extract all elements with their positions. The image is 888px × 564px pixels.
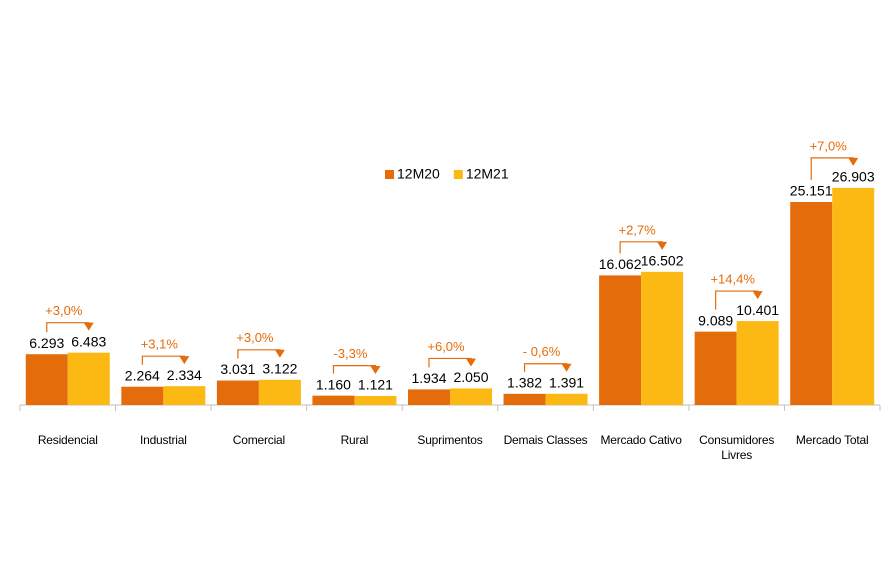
value-label: 2.264 <box>125 367 160 383</box>
x-tick-label: Mercado Cativo <box>600 433 682 447</box>
legend-label: 12M20 <box>397 166 440 182</box>
bar <box>312 395 355 405</box>
change-arrow <box>83 322 94 331</box>
value-label: 16.062 <box>599 256 642 272</box>
value-label: 2.334 <box>167 367 202 383</box>
value-label: 1.934 <box>411 370 446 386</box>
bar <box>408 389 450 405</box>
value-label: 1.121 <box>358 377 393 393</box>
x-tick-label: Comercial <box>232 433 285 447</box>
bar <box>354 395 397 405</box>
value-label: 25.151 <box>790 183 833 199</box>
change-label: +2,7% <box>618 222 656 237</box>
value-label: 9.089 <box>698 312 733 328</box>
value-label: 2.050 <box>453 369 488 385</box>
bar <box>258 379 301 405</box>
value-label: 6.483 <box>71 333 106 349</box>
value-label: 3.031 <box>220 361 255 377</box>
change-bracket <box>428 357 472 368</box>
change-arrow <box>561 363 572 372</box>
bar <box>599 275 642 405</box>
change-label: +3,0% <box>236 330 274 345</box>
change-bracket <box>523 363 568 372</box>
x-tick-label: Suprimentos <box>417 433 483 447</box>
change-label: +3,1% <box>141 337 179 352</box>
x-tick-label: Demais Classes <box>503 433 588 447</box>
change-arrow <box>752 291 763 300</box>
value-label: 26.903 <box>832 169 875 185</box>
bar <box>736 321 779 405</box>
x-tick-label: Mercado Total <box>795 433 869 447</box>
x-tick-label: Rural <box>340 433 369 447</box>
bar <box>450 388 492 405</box>
change-bracket <box>237 349 281 359</box>
value-label: 1.382 <box>507 375 542 391</box>
value-label: 6.293 <box>29 335 64 351</box>
change-bracket <box>141 355 185 365</box>
bar <box>503 393 546 405</box>
legend-swatch <box>385 170 394 179</box>
change-arrow <box>466 358 476 367</box>
bar <box>545 393 588 405</box>
value-label: 16.502 <box>641 253 684 269</box>
change-label: +14,4% <box>710 272 755 287</box>
x-tick-label: Industrial <box>139 433 187 447</box>
value-label: 1.160 <box>316 376 351 392</box>
change-label: - 0,6% <box>523 344 561 359</box>
bar <box>25 354 68 405</box>
bar <box>641 271 684 405</box>
x-tick-label: Consumidores Livres <box>699 433 775 462</box>
change-label: +7,0% <box>810 138 848 153</box>
change-label: +6,0% <box>427 339 465 354</box>
legend-swatch <box>453 170 463 179</box>
change-label: +3,0% <box>45 303 83 318</box>
x-tick-label: Residencial <box>37 433 98 447</box>
value-label: 1.391 <box>549 374 584 390</box>
change-arrow <box>179 356 190 365</box>
bar <box>694 331 737 405</box>
value-label: 3.122 <box>262 361 297 377</box>
change-arrow <box>848 157 859 166</box>
legend-label: 12M21 <box>466 166 509 182</box>
change-bracket <box>332 365 377 374</box>
bar <box>163 386 206 405</box>
change-arrow <box>370 365 381 374</box>
bar <box>121 386 164 405</box>
bar <box>832 187 875 405</box>
change-label: -3,3% <box>333 346 367 361</box>
bar <box>216 380 259 405</box>
bar <box>67 352 110 405</box>
value-label: 10.401 <box>736 302 779 318</box>
change-bracket <box>46 322 90 333</box>
change-arrow <box>657 241 668 250</box>
change-arrow <box>274 349 285 358</box>
bar <box>790 202 833 405</box>
